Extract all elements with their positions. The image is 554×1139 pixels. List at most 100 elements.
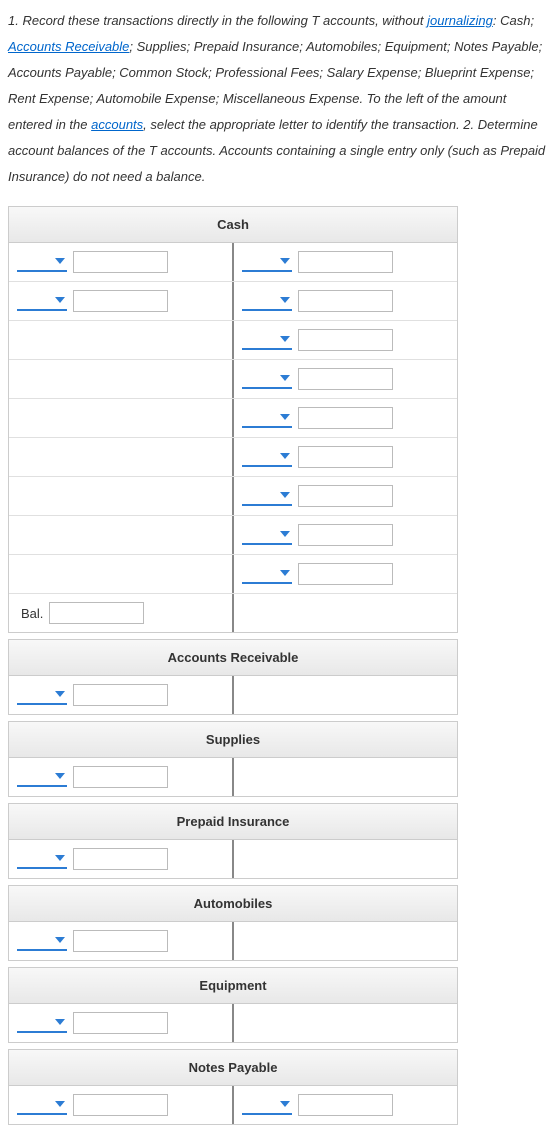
letter-dropdown[interactable] (17, 767, 67, 787)
amount-input[interactable] (73, 1012, 168, 1034)
amount-input[interactable] (73, 684, 168, 706)
letter-dropdown[interactable] (17, 1095, 67, 1115)
amount-input[interactable] (298, 368, 393, 390)
t-row (9, 555, 457, 594)
chevron-down-icon (280, 453, 290, 459)
amount-input[interactable] (298, 524, 393, 546)
letter-dropdown[interactable] (17, 1013, 67, 1033)
chevron-down-icon (280, 492, 290, 498)
credit-cell (234, 438, 457, 476)
letter-dropdown[interactable] (17, 252, 67, 272)
amount-input[interactable] (298, 563, 393, 585)
amount-input[interactable] (298, 485, 393, 507)
letter-dropdown[interactable] (242, 291, 292, 311)
chevron-down-icon (55, 855, 65, 861)
t-row (9, 399, 457, 438)
credit-cell (234, 477, 457, 515)
debit-cell (9, 477, 234, 515)
chevron-down-icon (280, 531, 290, 537)
debit-cell (9, 516, 234, 554)
t-account-title: Equipment (9, 968, 457, 1004)
credit-cell (234, 516, 457, 554)
credit-cell (234, 360, 457, 398)
t-account: Accounts Receivable (8, 639, 458, 715)
credit-cell (234, 840, 457, 878)
debit-cell (9, 282, 234, 320)
balance-row: Bal. (9, 594, 457, 632)
balance-input[interactable] (49, 602, 144, 624)
debit-cell (9, 243, 234, 281)
chevron-down-icon (55, 297, 65, 303)
credit-cell (234, 243, 457, 281)
t-account-title: Accounts Receivable (9, 640, 457, 676)
t-account-title: Notes Payable (9, 1050, 457, 1086)
t-account: Equipment (8, 967, 458, 1043)
t-row (9, 840, 457, 878)
debit-cell (9, 438, 234, 476)
credit-cell (234, 676, 457, 714)
letter-dropdown[interactable] (17, 291, 67, 311)
t-account-title: Automobiles (9, 886, 457, 922)
amount-input[interactable] (298, 1094, 393, 1116)
letter-dropdown[interactable] (17, 849, 67, 869)
amount-input[interactable] (73, 766, 168, 788)
amount-input[interactable] (298, 329, 393, 351)
credit-cell (234, 758, 457, 796)
amount-input[interactable] (298, 290, 393, 312)
t-account-title: Cash (9, 207, 457, 243)
t-account: Supplies (8, 721, 458, 797)
letter-dropdown[interactable] (242, 1095, 292, 1115)
letter-dropdown[interactable] (242, 369, 292, 389)
t-account: Automobiles (8, 885, 458, 961)
t-row (9, 321, 457, 360)
t-row (9, 676, 457, 714)
letter-dropdown[interactable] (242, 330, 292, 350)
chevron-down-icon (55, 258, 65, 264)
debit-cell (9, 840, 234, 878)
chevron-down-icon (280, 414, 290, 420)
letter-dropdown[interactable] (17, 931, 67, 951)
credit-cell (234, 282, 457, 320)
chevron-down-icon (55, 773, 65, 779)
amount-input[interactable] (73, 848, 168, 870)
t-account: Notes Payable (8, 1049, 458, 1125)
letter-dropdown[interactable] (242, 447, 292, 467)
t-row (9, 922, 457, 960)
amount-input[interactable] (73, 251, 168, 273)
letter-dropdown[interactable] (242, 252, 292, 272)
chevron-down-icon (280, 258, 290, 264)
debit-cell (9, 555, 234, 593)
letter-dropdown[interactable] (242, 486, 292, 506)
t-row (9, 1004, 457, 1042)
debit-cell (9, 1086, 234, 1124)
debit-cell (9, 399, 234, 437)
link-accounts-receivable[interactable]: Accounts Receivable (8, 39, 129, 54)
chevron-down-icon (55, 1019, 65, 1025)
credit-cell (234, 594, 457, 632)
amount-input[interactable] (73, 930, 168, 952)
credit-cell (234, 555, 457, 593)
credit-cell (234, 922, 457, 960)
t-account: Cash Bal. (8, 206, 458, 633)
amount-input[interactable] (73, 290, 168, 312)
t-row (9, 516, 457, 555)
link-journalizing[interactable]: journalizing (427, 13, 493, 28)
amount-input[interactable] (298, 251, 393, 273)
amount-input[interactable] (298, 446, 393, 468)
debit-cell (9, 922, 234, 960)
debit-cell (9, 676, 234, 714)
letter-dropdown[interactable] (242, 525, 292, 545)
debit-cell (9, 360, 234, 398)
link-accounts[interactable]: accounts (91, 117, 143, 132)
chevron-down-icon (280, 1101, 290, 1107)
amount-input[interactable] (73, 1094, 168, 1116)
t-row (9, 243, 457, 282)
amount-input[interactable] (298, 407, 393, 429)
letter-dropdown[interactable] (242, 408, 292, 428)
letter-dropdown[interactable] (17, 685, 67, 705)
letter-dropdown[interactable] (242, 564, 292, 584)
debit-cell (9, 321, 234, 359)
t-account: Prepaid Insurance (8, 803, 458, 879)
debit-cell (9, 1004, 234, 1042)
balance-cell: Bal. (9, 594, 234, 632)
